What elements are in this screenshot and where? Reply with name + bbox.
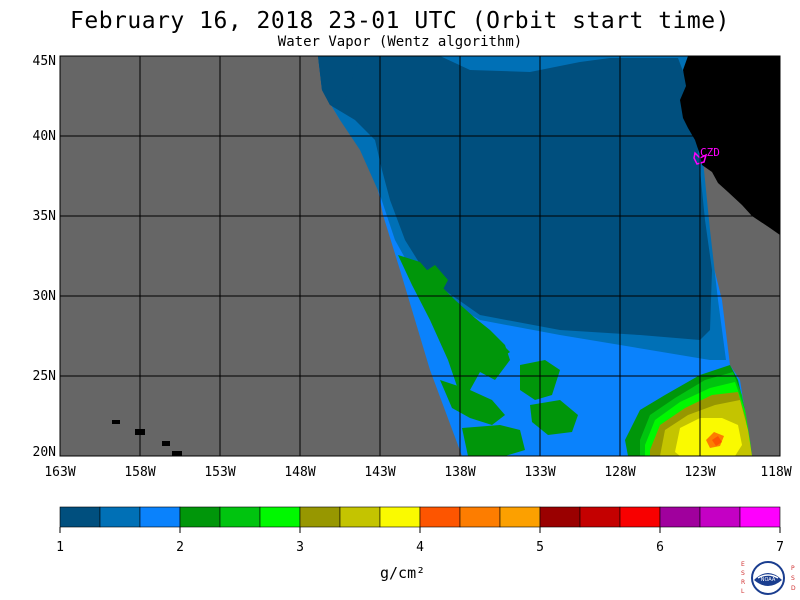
- lat-label-30n: 30N: [33, 289, 56, 304]
- colorbar-tick-label: 2: [176, 540, 184, 555]
- colorbar-swatch: [179, 506, 221, 528]
- svg-text:R: R: [741, 579, 745, 586]
- colorbar-tick-label: 4: [416, 540, 424, 555]
- svg-text:E: E: [741, 561, 745, 568]
- map-subtitle: Water Vapor (Wentz algorithm): [277, 34, 523, 50]
- swath-dark-blue-north: [318, 56, 360, 105]
- svg-text:S: S: [791, 575, 795, 582]
- noaa-logo-icon: NOAA E S R L P S D: [741, 561, 796, 595]
- lat-label-40n: 40N: [33, 129, 56, 144]
- lon-label-118w: 118W: [760, 465, 791, 480]
- svg-text:D: D: [791, 585, 796, 592]
- swath-green-patch-2: [462, 425, 525, 456]
- colorbar-swatch: [219, 506, 261, 528]
- colorbar-swatch: [59, 506, 101, 528]
- lon-label-128w: 128W: [604, 465, 635, 480]
- swath-green-patch-5: [420, 265, 448, 295]
- colorbar-tick-label: 5: [536, 540, 544, 555]
- colorbar-tick-label: 1: [56, 540, 64, 555]
- swath-se-red-orange: [712, 436, 722, 446]
- colorbar-swatch: [259, 506, 301, 528]
- colorbar-swatch: [339, 506, 381, 528]
- swath-se-yellow: [675, 418, 742, 456]
- lon-label-153w: 153W: [204, 465, 235, 480]
- hawaii-island-maui: [162, 441, 170, 446]
- hawaii-island-kauai: [112, 420, 120, 424]
- colorbar: [59, 506, 781, 528]
- hawaii-island-big-island: [172, 451, 182, 456]
- swath-dark-blue: [318, 56, 712, 340]
- lat-label-35n: 35N: [33, 209, 56, 224]
- colorbar-swatch: [139, 506, 181, 528]
- colorbar-swatch: [499, 506, 541, 528]
- colorbar-swatch: [619, 506, 661, 528]
- swath-green-patch-6: [478, 342, 510, 360]
- lat-label-20n: 20N: [33, 445, 56, 460]
- colorbar-ticks: 1 2 3 4 5 6 7: [56, 527, 784, 555]
- colorbar-swatch: [459, 506, 501, 528]
- colorbar-swatch: [739, 506, 781, 528]
- svg-text:L: L: [741, 588, 745, 595]
- swath-green-patch-4: [530, 400, 578, 435]
- colorbar-swatch: [379, 506, 421, 528]
- land-north-america: [680, 56, 780, 235]
- lon-label-123w: 123W: [684, 465, 715, 480]
- colorbar-swatch: [99, 506, 141, 528]
- lon-label-148w: 148W: [284, 465, 315, 480]
- lon-label-143w: 143W: [364, 465, 395, 480]
- colorbar-swatch: [419, 506, 461, 528]
- colorbar-swatch: [539, 506, 581, 528]
- map-grid: [60, 56, 780, 456]
- map-frame: [59, 55, 781, 457]
- swath-green-patch-1: [440, 380, 505, 425]
- lon-label-158w: 158W: [124, 465, 155, 480]
- map-title: February 16, 2018 23-01 UTC (Orbit start…: [70, 8, 730, 34]
- svg-text:NOAA: NOAA: [761, 577, 776, 583]
- lon-label-163w: 163W: [44, 465, 75, 480]
- colorbar-tick-label: 3: [296, 540, 304, 555]
- station-label: CZD: [700, 146, 720, 159]
- colorbar-swatch: [699, 506, 741, 528]
- colorbar-swatch: [299, 506, 341, 528]
- colorbar-tick-label: 7: [776, 540, 784, 555]
- colorbar-unit: g/cm²: [380, 564, 426, 582]
- lon-label-133w: 133W: [524, 465, 555, 480]
- lat-label-25n: 25N: [33, 369, 56, 384]
- svg-text:S: S: [741, 570, 745, 577]
- colorbar-swatch: [659, 506, 701, 528]
- colorbar-tick-label: 6: [656, 540, 664, 555]
- svg-text:P: P: [791, 565, 795, 572]
- colorbar-swatch: [579, 506, 621, 528]
- lat-label-45n: 45N: [33, 54, 56, 69]
- lon-label-138w: 138W: [444, 465, 475, 480]
